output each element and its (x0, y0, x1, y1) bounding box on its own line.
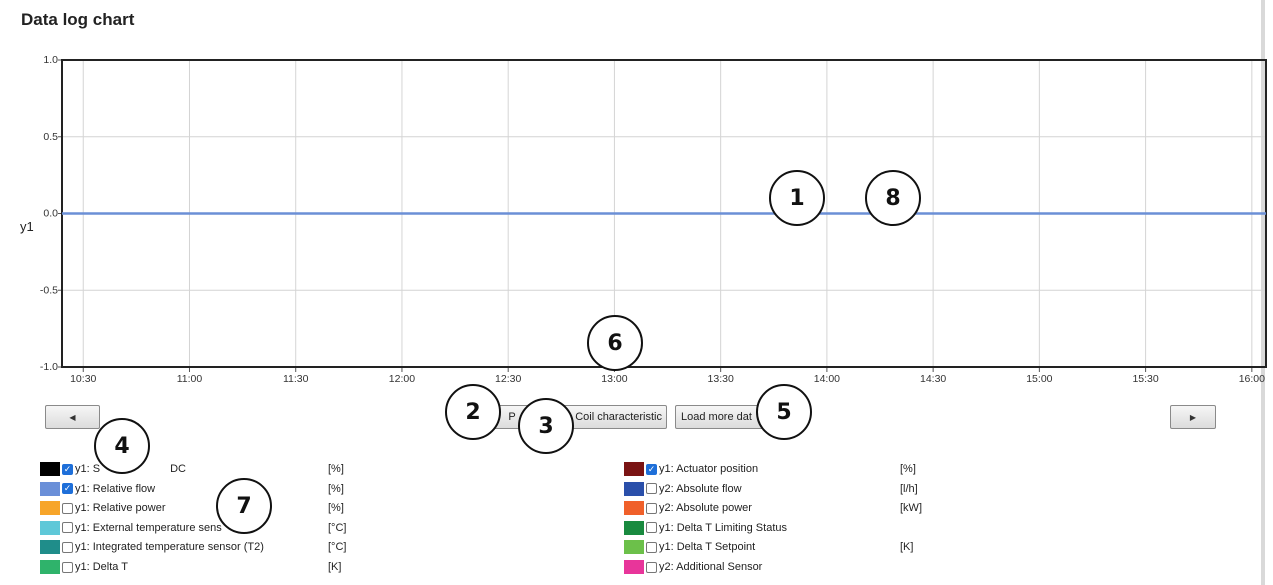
legend-checkbox[interactable] (646, 502, 657, 514)
x-tick-label: 11:00 (177, 373, 203, 385)
legend-checkbox[interactable] (62, 541, 73, 553)
x-tick-label: 15:30 (1132, 373, 1158, 385)
legend-swatch (624, 501, 644, 516)
next-button[interactable]: ▶ (1170, 405, 1216, 429)
legend-swatch (624, 540, 644, 555)
x-tick-label: 14:30 (920, 373, 946, 385)
legend-item[interactable]: y1: Delta T Limiting Status (624, 519, 787, 537)
x-tick-label: 11:30 (283, 373, 309, 385)
callout-3: 3 (518, 398, 574, 454)
y-tick-label: -0.5 (40, 284, 58, 296)
legend-item[interactable]: ✓ y1: Relative flow (40, 480, 155, 498)
prev-button[interactable]: ◀ (45, 405, 100, 429)
legend-unit: [l/h] (900, 482, 918, 495)
legend-item[interactable]: ✓ y1: Actuator position (624, 460, 758, 478)
legend-item[interactable]: y2: Additional Sensor (624, 558, 762, 576)
legend-unit: [%] (328, 463, 344, 475)
legend-checkbox[interactable] (646, 522, 657, 534)
legend-unit: [%] (328, 502, 344, 515)
legend-checkbox[interactable] (646, 561, 657, 573)
y-tick-label: 1.0 (43, 54, 58, 66)
legend-label: y1: Actuator position (659, 463, 759, 475)
legend-item[interactable]: ✓ y1: S DC (40, 460, 186, 478)
callout-2: 2 (445, 384, 501, 440)
x-tick-label: 15:00 (1026, 373, 1052, 385)
legend-unit: [%] (328, 482, 344, 495)
legend-swatch (40, 462, 60, 476)
legend-checkbox[interactable]: ✓ (62, 483, 73, 495)
legend-unit: [°C] (328, 541, 347, 554)
legend-label: y1: Delta T (75, 561, 128, 573)
legend-checkbox[interactable] (62, 522, 73, 534)
legend-checkbox[interactable] (62, 561, 73, 573)
callout-6: 6 (587, 315, 643, 371)
left-triangle-icon: ◀ (69, 412, 76, 422)
legend-swatch (40, 501, 60, 516)
legend-swatch (624, 462, 644, 476)
legend-label: y1: Relative flow (75, 482, 156, 495)
legend-label: y1: Integrated temperature sensor (T2) (75, 541, 264, 554)
legend-item[interactable]: y1: Delta T Setpoint (624, 538, 755, 556)
legend-unit: [K] (900, 541, 914, 554)
legend-label: y2: Additional Sensor (659, 561, 763, 573)
x-tick-label: 13:30 (708, 373, 734, 385)
legend-checkbox[interactable] (646, 541, 657, 553)
legend-swatch (40, 560, 60, 574)
legend-item[interactable]: y1: Integrated temperature sensor (T2) (40, 538, 264, 556)
legend-unit: [°C] (328, 521, 347, 534)
legend-label: y1: S (75, 463, 101, 475)
legend-checkbox[interactable] (646, 483, 657, 495)
y-tick-label: 0.5 (43, 131, 58, 143)
legend-item[interactable]: y2: Absolute power (624, 499, 752, 517)
legend-item[interactable]: y2: Absolute flow (624, 480, 742, 498)
legend-label: y1: Relative power (75, 502, 166, 515)
x-tick-label: 12:30 (495, 373, 521, 385)
y-tick-label: 0.0 (43, 208, 58, 220)
legend-unit: [kW] (900, 502, 922, 515)
callout-4: 4 (94, 418, 150, 474)
x-tick-label: 14:00 (814, 373, 840, 385)
legend-item[interactable]: y1: External temperature sens (40, 519, 222, 537)
x-tick-label: 16:00 (1239, 373, 1265, 385)
legend-item[interactable]: y1: Relative power (40, 499, 166, 517)
frame-border (1261, 0, 1265, 585)
legend-unit: [K] (328, 561, 342, 573)
legend-item[interactable]: y1: Delta T (40, 558, 128, 576)
callout-1: 1 (769, 170, 825, 226)
x-tick-label: 12:00 (389, 373, 415, 385)
callout-7: 7 (216, 478, 272, 534)
y-axis-label: y1 (20, 219, 34, 234)
right-triangle-icon: ▶ (1189, 412, 1197, 422)
legend-swatch (40, 481, 60, 496)
legend-checkbox[interactable] (62, 502, 73, 514)
legend-label: y1: Delta T Limiting Status (659, 521, 787, 534)
legend-swatch (40, 520, 60, 535)
callout-5: 5 (756, 384, 812, 440)
x-tick-label: 13:00 (601, 373, 627, 385)
legend-label: y1: External temperature sens (75, 521, 222, 534)
callout-8: 8 (865, 170, 921, 226)
legend-swatch (624, 481, 644, 496)
legend-label: y2: Absolute power (659, 502, 752, 515)
legend-label-tail: DC (170, 463, 186, 475)
page-title: Data log chart (21, 10, 135, 29)
legend-swatch (40, 540, 60, 555)
legend-label: y2: Absolute flow (659, 482, 742, 495)
legend-label: y1: Delta T Setpoint (659, 541, 756, 554)
legend-unit: [%] (900, 463, 916, 475)
legend-checkbox[interactable]: ✓ (646, 463, 657, 475)
legend-checkbox[interactable]: ✓ (62, 463, 73, 475)
x-tick-label: 10:30 (70, 373, 96, 385)
legend-swatch (624, 560, 644, 574)
legend-swatch (624, 520, 644, 535)
y-tick-label: -1.0 (40, 361, 58, 373)
chart-area[interactable]: 10:30 11:00 11:30 12:00 12:30 13:00 13:30 14:00… (0, 0, 1273, 400)
